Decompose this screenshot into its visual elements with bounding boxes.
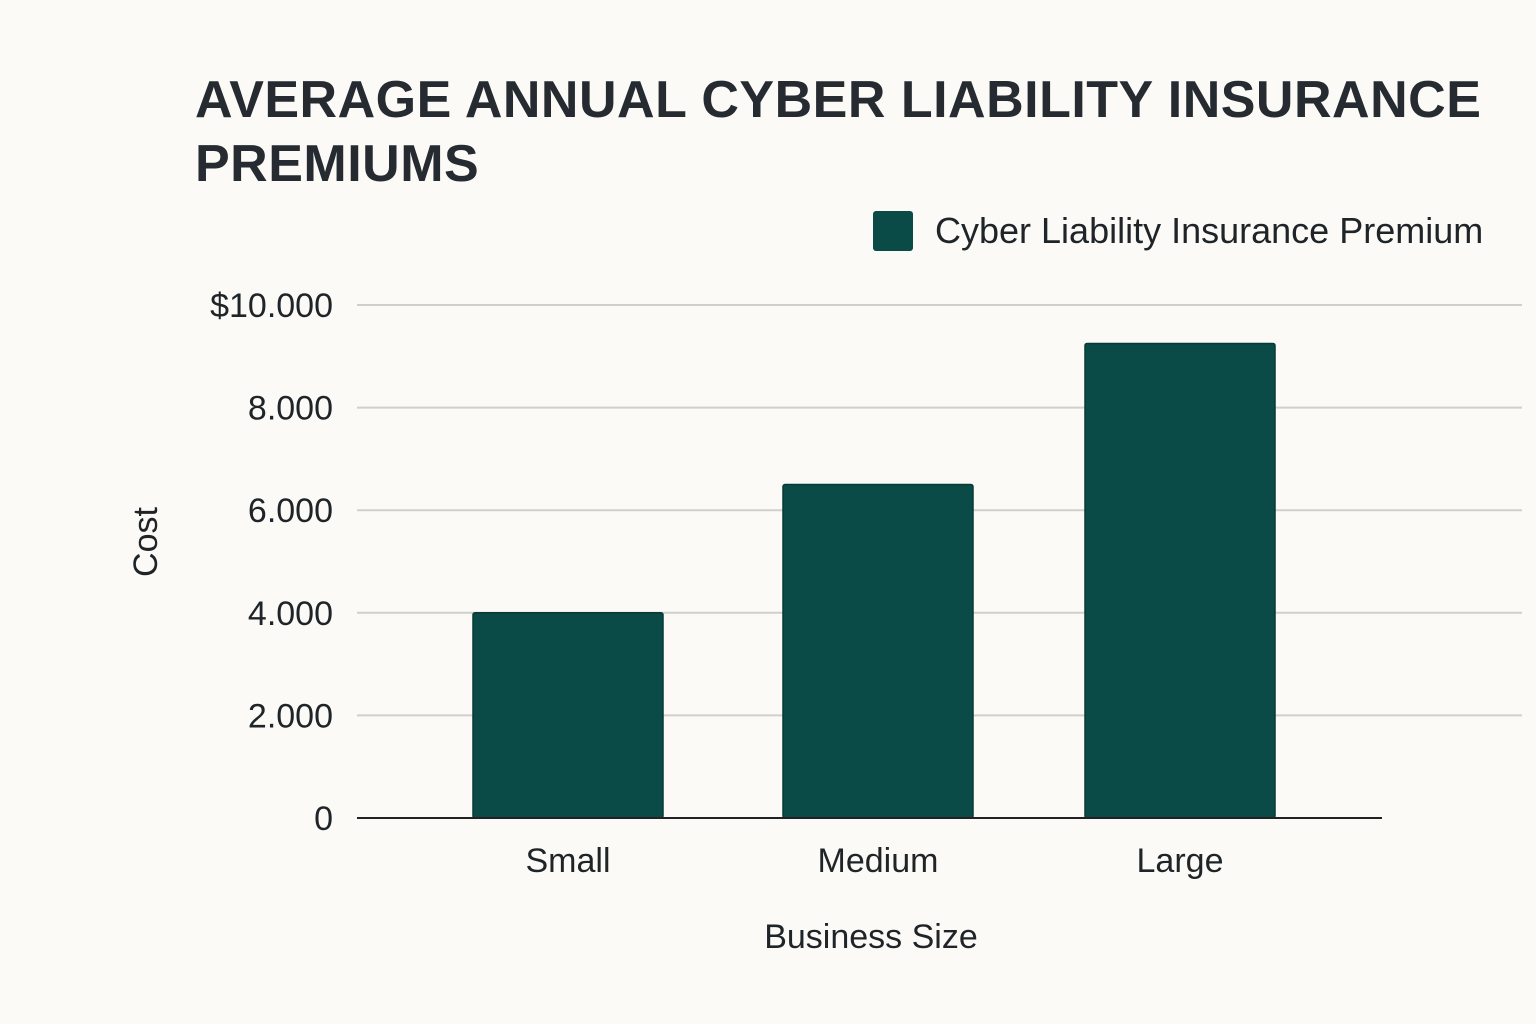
bar-large	[1084, 342, 1276, 819]
bar-medium	[782, 483, 974, 819]
y-axis-label: Cost	[127, 506, 165, 576]
legend-label: Cyber Liability Insurance Premium	[935, 210, 1484, 251]
x-tick-label: Medium	[818, 842, 939, 880]
y-tick-label: 6.000	[248, 492, 333, 530]
bar-small	[472, 612, 664, 819]
y-tick-label: 0	[314, 800, 333, 838]
x-axis-label: Business Size	[764, 918, 978, 956]
y-tick-label: 8.000	[248, 390, 333, 428]
y-tick-label: 2.000	[248, 697, 333, 735]
x-tick-label: Small	[525, 842, 610, 880]
chart-title: AVERAGE ANNUAL CYBER LIABILITY INSURANCE…	[195, 71, 1482, 193]
y-tick-label: $10.000	[210, 287, 333, 325]
y-tick-label: 4.000	[248, 595, 333, 633]
x-tick-label: Large	[1137, 842, 1224, 880]
legend: Cyber Liability Insurance Premium	[873, 210, 1483, 252]
legend-swatch	[873, 211, 913, 251]
